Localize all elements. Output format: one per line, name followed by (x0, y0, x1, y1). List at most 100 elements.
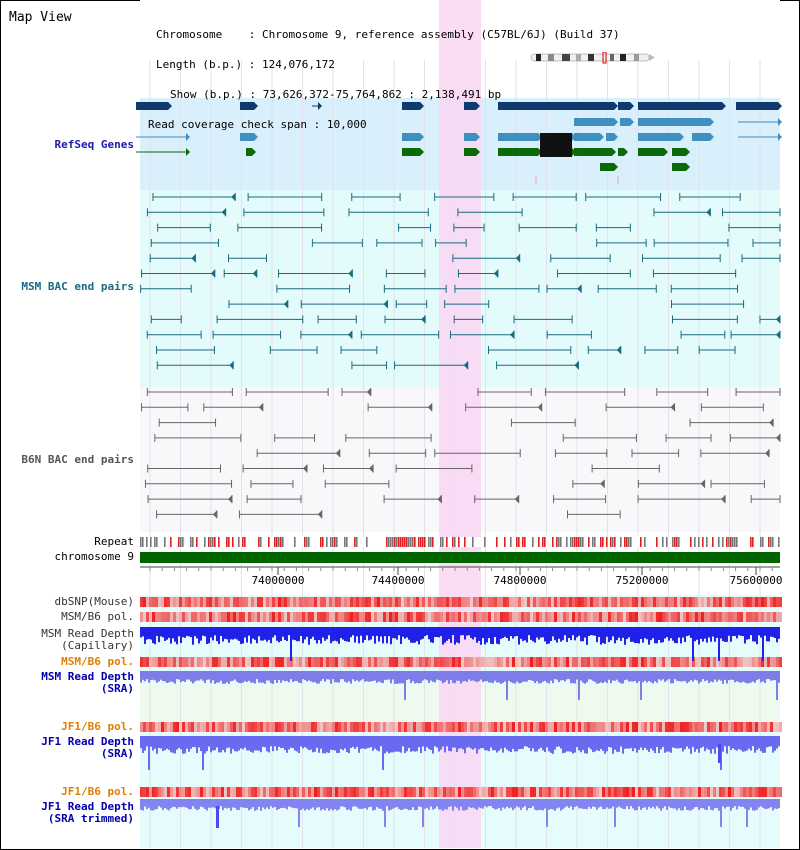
coverage-value: 10,000 (326, 118, 367, 131)
jf1-read-depth-label[interactable]: JF1 Read Depth (41, 735, 134, 748)
polymorphism-cell (170, 612, 173, 622)
polymorphism-cell (320, 612, 323, 622)
read-depth-bar (146, 627, 148, 640)
read-depth-bar (776, 736, 778, 749)
jf1-b6-pol-2-label[interactable]: JF1/B6 pol. (61, 785, 134, 798)
read-depth-bar (174, 799, 176, 808)
polymorphism-cell (314, 657, 317, 667)
read-depth-bar (688, 627, 690, 636)
msm-bac-end-pairs-label[interactable]: MSM BAC end pairs (21, 280, 134, 293)
polymorphism-cell (434, 722, 437, 732)
polymorphism-cell (659, 657, 662, 667)
polymorphism-cell (734, 787, 737, 797)
polymorphism-cell (557, 612, 560, 622)
read-depth-bar (498, 671, 500, 683)
read-depth-bar (510, 799, 512, 808)
read-depth-bar (772, 671, 774, 681)
read-depth-bar (510, 736, 512, 753)
polymorphism-cell (143, 657, 146, 667)
polymorphism-cell (611, 597, 614, 607)
read-depth-bar (274, 799, 276, 808)
read-depth-bar (436, 671, 438, 680)
read-depth-bar (342, 671, 344, 680)
read-depth-bar (716, 799, 718, 809)
read-depth-bar (186, 627, 188, 636)
read-depth-bar (622, 627, 624, 638)
read-depth-bar (434, 736, 436, 747)
repeat-label[interactable]: Repeat (94, 535, 134, 548)
polymorphism-cell (290, 787, 293, 797)
polymorphism-cell (428, 787, 431, 797)
read-depth-bar (480, 627, 482, 645)
read-depth-bar (754, 799, 756, 811)
polymorphism-cell (410, 597, 413, 607)
repeat-element (192, 537, 194, 547)
read-depth-bar (176, 799, 178, 809)
polymorphism-cell (590, 787, 593, 797)
polymorphism-cell (731, 787, 734, 797)
msm-b6-pol-sra-label[interactable]: MSM/B6 pol. (61, 655, 134, 668)
b6n-bac-end-pairs-label[interactable]: B6N BAC end pairs (21, 453, 134, 466)
chromosome-track-label[interactable]: chromosome 9 (54, 550, 134, 563)
read-depth-bar (406, 736, 408, 752)
read-depth-bar (150, 627, 152, 640)
polymorphism-cell (563, 597, 566, 607)
repeat-element (386, 537, 388, 547)
refseq-gene (606, 133, 614, 141)
read-depth-bar (304, 627, 306, 640)
read-depth-bar (618, 671, 620, 683)
polymorphism-cell (407, 787, 410, 797)
polymorphism-cell (614, 597, 617, 607)
read-depth-bar (236, 627, 238, 640)
dbsnp-label[interactable]: dbSNP(Mouse) (54, 595, 134, 608)
read-depth-bar (260, 736, 262, 753)
refseq-genes-label[interactable]: RefSeq Genes (54, 138, 134, 151)
read-depth-bar (382, 736, 384, 770)
polymorphism-cell (587, 657, 590, 667)
msm-read-depth-label[interactable]: MSM Read Depth (41, 627, 134, 640)
read-depth-bar (544, 627, 546, 642)
polymorphism-cell (500, 597, 503, 607)
polymorphism-cell (506, 612, 509, 622)
read-depth-bar (716, 736, 718, 748)
read-depth-bar (394, 627, 396, 639)
polymorphism-cell (653, 657, 656, 667)
read-depth-bar (646, 799, 648, 810)
jf1-read-depth-trimmed-label[interactable]: JF1 Read Depth (41, 800, 134, 813)
axis-tick-label: 74800000 (494, 574, 547, 587)
polymorphism-cell (545, 612, 548, 622)
read-depth-bar (464, 627, 466, 640)
read-depth-bar (180, 736, 182, 750)
msm-read-depth-sra-label[interactable]: MSM Read Depth (41, 670, 134, 683)
polymorphism-cell (761, 612, 764, 622)
polymorphism-cell (341, 597, 344, 607)
polymorphism-cell (392, 722, 395, 732)
jf1-b6-pol-label[interactable]: JF1/B6 pol. (61, 720, 134, 733)
chromosome-ideogram[interactable] (530, 52, 658, 64)
polymorphism-cell (158, 722, 161, 732)
polymorphism-cell (656, 787, 659, 797)
polymorphism-cell (242, 612, 245, 622)
polymorphism-cell (773, 597, 776, 607)
read-depth-bar (224, 799, 226, 808)
read-depth-bar (756, 627, 758, 645)
repeat-element (408, 537, 410, 547)
polymorphism-cell (149, 597, 152, 607)
read-depth-bar (262, 671, 264, 683)
read-depth-bar (612, 799, 614, 807)
read-depth-bar (228, 799, 230, 808)
polymorphism-cell (257, 657, 260, 667)
read-depth-bar (216, 799, 218, 808)
read-depth-bar (222, 799, 224, 811)
read-depth-bar (454, 627, 456, 645)
read-depth-bar (630, 736, 632, 748)
msm-b6-pol-label[interactable]: MSM/B6 pol. (61, 610, 134, 623)
polymorphism-cell (449, 787, 452, 797)
read-depth-bar (452, 799, 454, 811)
polymorphism-cell (152, 722, 155, 732)
polymorphism-cell (614, 612, 617, 622)
read-depth-bar (404, 671, 406, 700)
read-depth-bar (366, 671, 368, 682)
read-depth-bar (674, 736, 676, 749)
